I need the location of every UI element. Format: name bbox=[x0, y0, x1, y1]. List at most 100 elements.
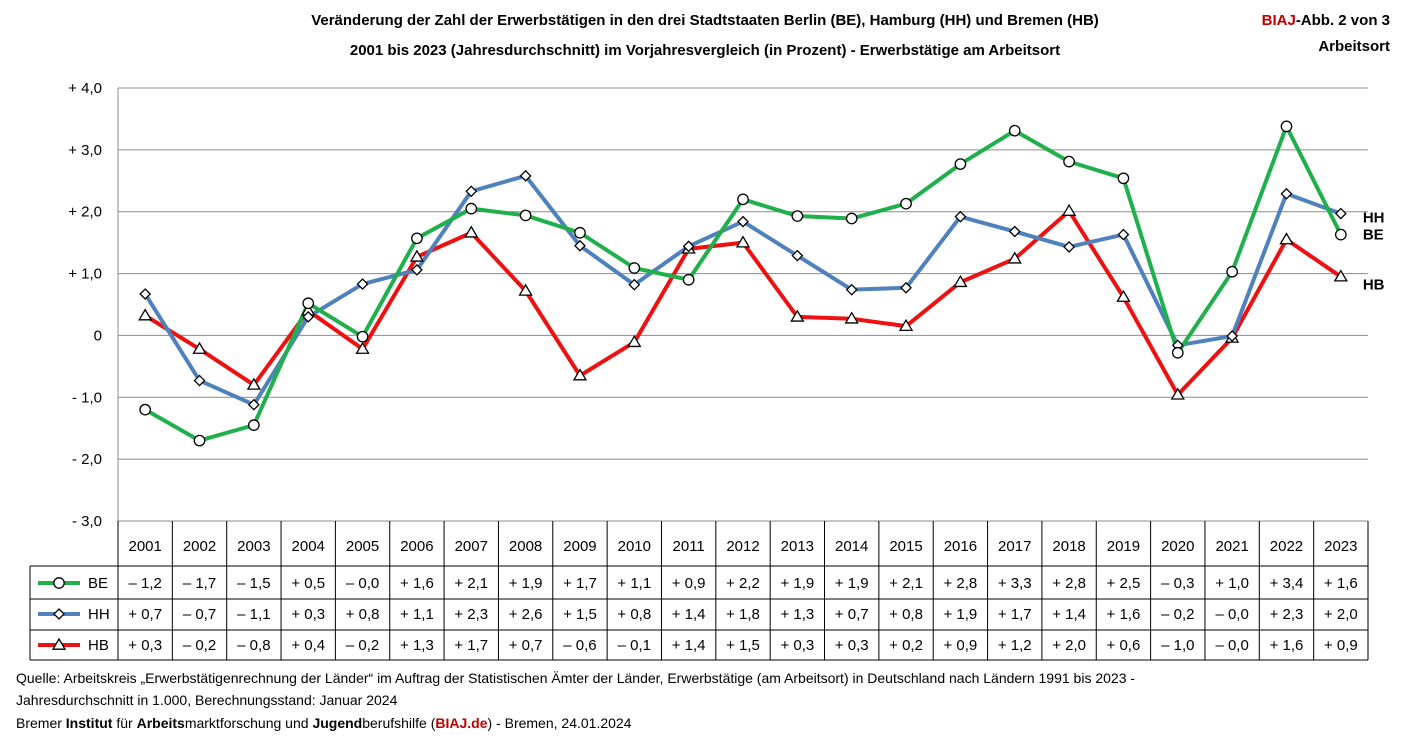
publisher-text: marktforschung und bbox=[184, 715, 313, 731]
table-cell: – 0,0 bbox=[1215, 606, 1248, 623]
data-point-hb bbox=[844, 311, 859, 324]
table-cell: + 1,6 bbox=[1270, 637, 1304, 654]
figure-badge: BIAJ-Abb. 2 von 3 bbox=[1262, 12, 1390, 29]
publisher-text: berufshilfe ( bbox=[362, 715, 436, 731]
x-tick-label: 2002 bbox=[183, 538, 216, 555]
y-tick-label: + 3,0 bbox=[68, 142, 102, 159]
data-point-hb bbox=[1007, 251, 1022, 264]
y-tick-label: 0 bbox=[94, 327, 102, 344]
x-tick-label: 2011 bbox=[673, 538, 705, 555]
data-point-hb bbox=[192, 341, 207, 354]
y-tick-label: - 3,0 bbox=[72, 513, 102, 530]
table-cell: + 2,5 bbox=[1107, 575, 1141, 592]
data-point-be bbox=[248, 419, 260, 431]
series-end-label: HB bbox=[1363, 277, 1385, 294]
table-cell: + 1,5 bbox=[563, 606, 597, 623]
x-tick-label: 2005 bbox=[346, 538, 379, 555]
table-cell: + 0,9 bbox=[1324, 637, 1358, 654]
publisher-text-bold: Arbeits bbox=[136, 715, 185, 731]
chart-title-line-1: Veränderung der Zahl der Erwerbstätigen … bbox=[311, 12, 1099, 29]
data-point-be bbox=[954, 158, 967, 170]
data-point-hb bbox=[518, 283, 533, 296]
x-tick-label: 2013 bbox=[781, 538, 814, 555]
series-end-label: HH bbox=[1363, 210, 1385, 227]
x-tick-label: 2023 bbox=[1324, 538, 1357, 555]
table-cell: – 1,0 bbox=[1161, 637, 1194, 654]
table-cell: – 0,3 bbox=[1161, 575, 1194, 592]
table-cell: + 1,2 bbox=[998, 637, 1032, 654]
table-cell: + 1,0 bbox=[1215, 575, 1249, 592]
series-line-hh bbox=[143, 173, 1342, 407]
data-point-hb bbox=[953, 274, 968, 288]
data-point-hb bbox=[735, 235, 751, 248]
table-cell: + 1,6 bbox=[1107, 606, 1141, 623]
x-tick-label: 2012 bbox=[726, 538, 759, 555]
x-tick-label: 2016 bbox=[944, 538, 977, 555]
table-cell: + 1,9 bbox=[944, 606, 978, 623]
x-tick-label: 2007 bbox=[455, 538, 488, 555]
x-tick-label: 2003 bbox=[237, 538, 270, 555]
badge-brand: BIAJ bbox=[1261, 12, 1296, 29]
x-tick-label: 2008 bbox=[509, 538, 542, 555]
y-tick-label: + 4,0 bbox=[68, 80, 102, 97]
y-tick-label: - 2,0 bbox=[72, 451, 102, 468]
data-point-hb bbox=[138, 308, 153, 321]
table-cell: + 1,1 bbox=[400, 606, 434, 623]
data-point-hh bbox=[791, 249, 804, 262]
data-point-hb bbox=[1116, 289, 1131, 302]
data-point-hh bbox=[247, 398, 260, 411]
data-point-be bbox=[1063, 155, 1075, 168]
data-point-hh bbox=[1226, 330, 1239, 342]
table-cell: + 0,3 bbox=[835, 637, 869, 654]
x-tick-label: 2001 bbox=[128, 538, 161, 555]
data-point-be bbox=[628, 262, 641, 274]
badge-subtitle: Arbeitsort bbox=[1318, 38, 1390, 55]
table-cell: + 1,8 bbox=[726, 606, 760, 623]
data-point-be bbox=[791, 210, 804, 222]
x-tick-label: 2014 bbox=[835, 538, 868, 555]
data-point-be bbox=[1117, 172, 1130, 185]
publisher-link[interactable]: BIAJ.de bbox=[435, 715, 488, 731]
table-cell: + 1,7 bbox=[998, 606, 1032, 623]
table-cell: + 2,2 bbox=[726, 575, 760, 592]
data-point-hh bbox=[1008, 225, 1021, 238]
table-cell: + 1,4 bbox=[1052, 606, 1086, 623]
series-line-be bbox=[144, 124, 1343, 443]
publisher-text-bold: Institut bbox=[65, 715, 113, 731]
legend-marker-hh bbox=[53, 608, 65, 620]
data-point-be bbox=[900, 197, 912, 210]
x-tick-label: 2006 bbox=[400, 538, 433, 555]
data-point-hb bbox=[1061, 203, 1077, 216]
legend-marker-hb bbox=[51, 637, 67, 650]
table-cell: – 0,2 bbox=[183, 637, 216, 654]
table-cell: + 0,4 bbox=[291, 637, 325, 654]
table-cell: + 1,7 bbox=[563, 575, 597, 592]
table-cell: + 2,0 bbox=[1324, 606, 1358, 623]
data-point-be bbox=[519, 209, 532, 222]
table-cell: – 1,5 bbox=[237, 575, 270, 592]
table-cell: + 0,8 bbox=[889, 606, 923, 623]
table-cell: – 0,0 bbox=[1215, 637, 1248, 654]
table-cell: + 1,3 bbox=[400, 637, 434, 654]
data-point-hh bbox=[954, 210, 967, 223]
table-cell: + 0,5 bbox=[291, 575, 325, 592]
publisher-text: Bremer bbox=[16, 715, 66, 731]
table-cell: + 3,3 bbox=[998, 575, 1032, 592]
table-cell: + 1,3 bbox=[780, 606, 814, 623]
table-cell: – 0,8 bbox=[237, 637, 270, 654]
x-tick-label: 2020 bbox=[1161, 538, 1194, 555]
data-point-hb bbox=[1333, 269, 1348, 282]
x-tick-label: 2009 bbox=[563, 538, 596, 555]
data-point-hh bbox=[1117, 228, 1130, 241]
data-point-be bbox=[1008, 124, 1021, 137]
table-cell: + 1,6 bbox=[400, 575, 434, 592]
legend-label: HH bbox=[88, 606, 110, 623]
table-cell: + 1,4 bbox=[672, 606, 706, 623]
data-point-hb bbox=[409, 249, 425, 262]
table-cell: + 0,7 bbox=[128, 606, 162, 623]
data-point-be bbox=[302, 297, 315, 310]
data-point-be bbox=[465, 202, 478, 215]
y-tick-label: + 2,0 bbox=[68, 204, 102, 221]
table-cell: + 0,7 bbox=[509, 637, 543, 654]
y-tick-label: + 1,0 bbox=[68, 266, 102, 283]
